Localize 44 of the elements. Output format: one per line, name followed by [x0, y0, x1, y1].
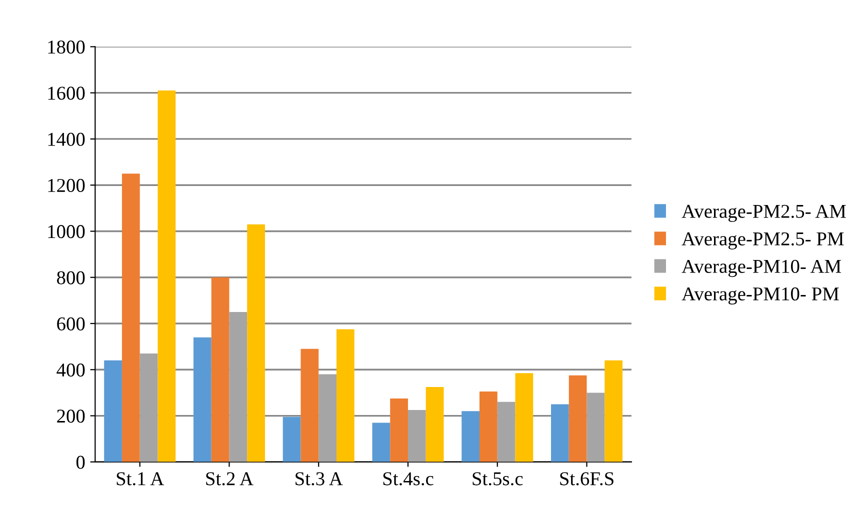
- bar: [604, 360, 623, 462]
- bar: [229, 312, 248, 462]
- bar: [586, 392, 605, 462]
- legend-label: Average-PM10- AM: [682, 260, 842, 277]
- y-tick-label: 600: [57, 317, 85, 330]
- bar: [211, 277, 230, 462]
- bar: [247, 224, 265, 462]
- y-tick-label: 1400: [48, 132, 85, 146]
- bar: [158, 90, 176, 462]
- y-tick-label: 1200: [48, 178, 85, 192]
- y-tick-label: 1600: [48, 86, 85, 100]
- bar: [140, 353, 158, 462]
- bar: [104, 360, 122, 462]
- bar: [480, 392, 498, 462]
- x-tick-label: St.4s.c: [383, 472, 434, 486]
- legend-label: Average-PM2.5- AM: [682, 204, 846, 222]
- bar: [336, 329, 354, 462]
- bar: [282, 416, 301, 462]
- bar: [426, 386, 444, 462]
- y-tick-label: 0: [76, 456, 85, 469]
- bar: [515, 373, 534, 462]
- x-tick-label: St.1 A: [116, 472, 164, 486]
- y-tick-label: 1000: [48, 225, 85, 238]
- y-tick-label: 400: [56, 363, 85, 377]
- bar: [300, 348, 319, 462]
- bar: [390, 398, 408, 462]
- bar: [497, 402, 516, 462]
- bar: [372, 422, 390, 462]
- bar: [318, 374, 336, 462]
- x-tick-label: St.5s.c: [472, 472, 523, 486]
- x-tick-label: St.2 A: [206, 472, 254, 486]
- bar: [408, 410, 426, 462]
- y-tick-label: 1800: [48, 40, 85, 54]
- bar: [551, 404, 569, 462]
- y-tick-label: 200: [57, 410, 85, 423]
- bar: [462, 411, 480, 462]
- bar: [193, 337, 212, 462]
- y-tick-label: 800: [57, 271, 85, 284]
- legend-label: Average-PM10- PM: [682, 287, 839, 305]
- legend-label: Average-PM2.5- PM: [682, 232, 844, 250]
- x-tick-label: St.6F.S: [560, 472, 614, 486]
- bar: [568, 375, 587, 462]
- bar: [122, 174, 140, 462]
- x-tick-label: St.3 A: [296, 472, 343, 486]
